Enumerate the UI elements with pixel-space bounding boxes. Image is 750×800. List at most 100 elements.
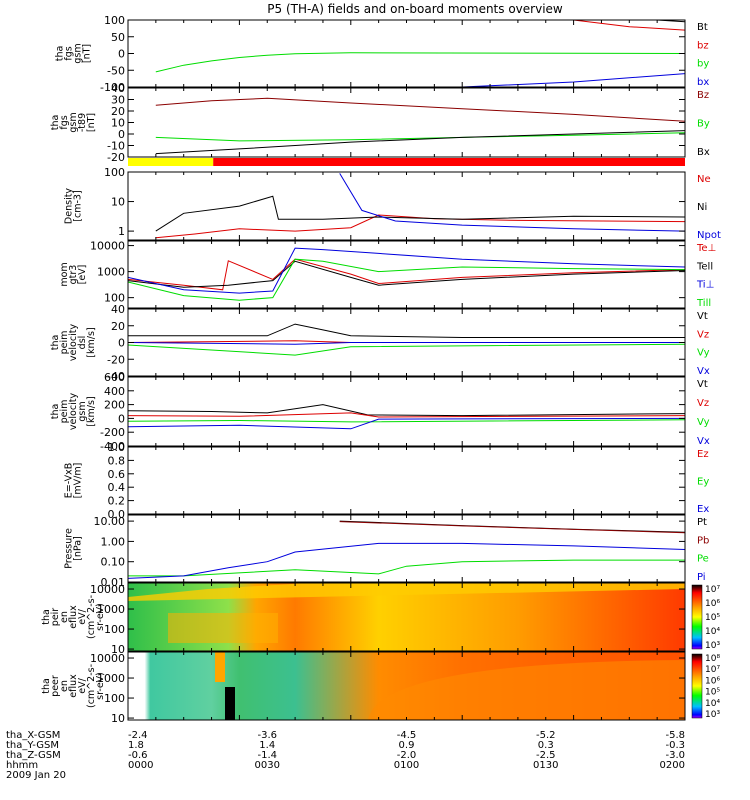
y-tick-label: 0.2 bbox=[108, 495, 126, 508]
y-axis-label-line: tha bbox=[41, 678, 52, 694]
legend-pt: Pt bbox=[697, 517, 707, 528]
ephemeris-value: 1.8 bbox=[128, 740, 144, 751]
legend-vt: Vt bbox=[697, 379, 708, 390]
legend-till: Till bbox=[696, 298, 711, 309]
y-tick-label: 1000 bbox=[97, 603, 125, 616]
y-axis-label-line: tha bbox=[50, 404, 61, 420]
ephemeris-value: 0100 bbox=[394, 760, 419, 771]
series-line-ti bbox=[127, 247, 686, 294]
y-axis-label: E=-VxB[mV/m] bbox=[64, 463, 84, 499]
series-line-vx bbox=[127, 417, 686, 430]
colorbar-tick-label: 10⁵ bbox=[705, 613, 720, 623]
y-tick-label: 10.00 bbox=[94, 515, 126, 528]
series-line-pt bbox=[339, 520, 686, 533]
ephemeris-value: -5.2 bbox=[536, 730, 556, 741]
y-tick-label: 10 bbox=[111, 643, 125, 656]
y-tick-label: -100 bbox=[100, 81, 125, 94]
legend-ne: Ne bbox=[697, 174, 711, 185]
y-axis-label-line: gtr3 bbox=[68, 265, 79, 285]
y-axis-label: thapeimvelocitydsl[km/s] bbox=[50, 324, 97, 362]
colorbar bbox=[691, 653, 703, 719]
colorbar-tick-label: 10⁴ bbox=[705, 699, 720, 709]
y-tick-label: 100 bbox=[104, 692, 125, 705]
legend-bx: bx bbox=[697, 77, 709, 88]
ephemeris-value: -2.0 bbox=[397, 750, 417, 761]
ephemeris-value: 0.3 bbox=[538, 740, 554, 751]
panel-10: 10⁸10⁷10⁶10⁵10⁴10³10000100010010thapeere… bbox=[41, 651, 720, 725]
y-tick-label: 10 bbox=[111, 196, 125, 209]
legend-vt: Vt bbox=[697, 311, 708, 322]
ephemeris-value: 0000 bbox=[128, 760, 153, 771]
y-tick-label: 600 bbox=[104, 371, 125, 384]
y-axis-label-line: en bbox=[59, 611, 70, 623]
panel-9: 10⁷ 10⁶ 10⁵ 10⁴ 10³ 10000 1000 100 10 thapeirenef… bbox=[41, 582, 720, 656]
series-line-pi bbox=[127, 542, 686, 579]
heatmap-gap-block bbox=[225, 687, 235, 720]
y-tick-label: 40 bbox=[111, 82, 125, 95]
y-tick-label: 20 bbox=[111, 105, 125, 118]
y-axis-label-line: eV/ bbox=[77, 608, 88, 624]
y-tick-label: 0.4 bbox=[108, 481, 126, 494]
ephemeris-value: -0.6 bbox=[128, 750, 148, 761]
y-axis-label: thapeerenefluxeV/(cm^2-s-sr-eV) bbox=[41, 664, 106, 708]
y-axis-label-line: peim bbox=[59, 331, 70, 355]
y-tick-label: 100 bbox=[104, 623, 125, 636]
legend-tell: Tell bbox=[696, 261, 713, 272]
legend-bt: Bt bbox=[697, 22, 708, 33]
y-tick-label: 1.00 bbox=[101, 535, 126, 548]
y-tick-label: 30 bbox=[111, 94, 125, 107]
y-tick-label: 10000 bbox=[90, 652, 125, 665]
y-tick-label: 0.6 bbox=[108, 468, 126, 481]
y-tick-label: -50 bbox=[107, 64, 125, 77]
legend-by: by bbox=[697, 59, 709, 70]
series-line-ni bbox=[155, 195, 686, 232]
y-axis-label-line: eV/ bbox=[77, 677, 88, 693]
y-axis-label-line: dsl bbox=[77, 336, 88, 350]
series-line-vt bbox=[128, 323, 685, 338]
series-line-vz bbox=[127, 412, 686, 418]
legend-vx: Vx bbox=[697, 436, 710, 447]
y-tick-label: 0.8 bbox=[108, 454, 126, 467]
y-axis-label-line: Pressure bbox=[64, 528, 75, 569]
series-line-tell bbox=[127, 260, 686, 288]
ephemeris-value: -0.3 bbox=[665, 740, 685, 751]
y-axis-label-line: tha bbox=[55, 46, 66, 62]
y-tick-label: 10 bbox=[111, 117, 125, 130]
y-tick-label: 10 bbox=[111, 712, 125, 725]
y-axis-label-line: [cm-3] bbox=[73, 190, 84, 221]
y-axis-label-line: -t89 bbox=[77, 113, 88, 132]
series-line-till bbox=[127, 258, 686, 301]
y-axis-label: Pressure[nPa] bbox=[64, 528, 84, 569]
y-axis-label-line: fgs bbox=[64, 46, 75, 60]
y-tick-label: 10000 bbox=[90, 583, 125, 596]
y-axis-label-line: velocity bbox=[68, 324, 79, 362]
ephemeris-label: hhmm bbox=[6, 760, 38, 771]
series-line-vt bbox=[127, 404, 686, 417]
legend-vy: Vy bbox=[697, 417, 710, 428]
legend-bz: Bz bbox=[697, 90, 709, 101]
y-axis-label-line: (cm^2-s- bbox=[86, 664, 97, 708]
y-axis-label-line: [nT] bbox=[82, 44, 93, 63]
y-tick-label: 1.0 bbox=[108, 441, 126, 454]
series-line-vy bbox=[127, 419, 686, 423]
heatmap-warm-region bbox=[368, 660, 685, 720]
ephemeris-value: -2.4 bbox=[128, 730, 148, 741]
legend-te: Te⊥ bbox=[696, 243, 716, 254]
heatmap-band-low bbox=[168, 613, 278, 643]
series-line-by bbox=[155, 52, 686, 73]
y-tick-label: -400 bbox=[100, 440, 125, 453]
y-tick-label: 1 bbox=[118, 225, 125, 238]
y-tick-label: -200 bbox=[100, 426, 125, 439]
panel-7: Ez Ey Ex 1.00.80.60.40.20.0 E=-VxB[mV/m] bbox=[64, 441, 710, 521]
y-tick-label: -40 bbox=[107, 370, 125, 383]
series-line-npot bbox=[339, 173, 686, 232]
ephemeris-label: 2009 Jan 20 bbox=[6, 770, 66, 781]
legend-ey: Ey bbox=[697, 477, 709, 488]
legend-pi: Pi bbox=[697, 572, 706, 583]
y-tick-label: 1000 bbox=[97, 672, 125, 685]
y-tick-label: 0 bbox=[118, 337, 125, 350]
y-tick-label: 50 bbox=[111, 31, 125, 44]
y-tick-label: -10 bbox=[107, 140, 125, 153]
